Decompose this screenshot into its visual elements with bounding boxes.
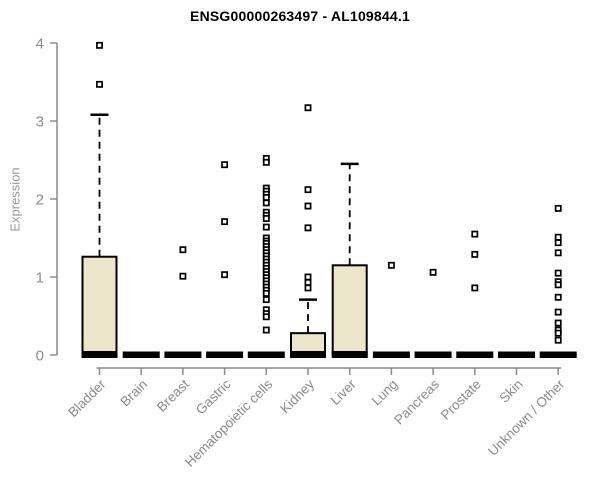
x-tick-label: Breast	[154, 376, 192, 414]
outlier-point	[262, 193, 270, 201]
outlier-point	[471, 250, 479, 258]
y-tick-label: 0	[36, 348, 44, 365]
outlier-point	[179, 272, 187, 280]
x-tick-label: Unknown / Other	[485, 376, 568, 459]
outlier-point	[304, 273, 312, 281]
x-tick-label: Prostate	[438, 377, 484, 423]
outlier-point	[221, 218, 229, 226]
x-tick-label: Lung	[369, 377, 401, 409]
outlier-point	[221, 161, 229, 169]
outlier-point	[554, 308, 562, 316]
x-tick-label: Kidney	[277, 376, 317, 416]
outlier-point	[96, 80, 103, 88]
box	[81, 255, 118, 358]
outlier-point	[262, 223, 270, 231]
y-axis-title: Expression	[7, 167, 23, 232]
box-collapsed	[372, 351, 410, 358]
box-collapsed	[122, 351, 160, 358]
outlier-point	[554, 336, 562, 344]
outlier-point	[304, 186, 312, 194]
outlier-point	[304, 104, 312, 112]
outlier-point	[471, 230, 479, 238]
outlier-point	[554, 269, 562, 277]
x-tick-label: Pancreas	[391, 376, 442, 427]
outlier-point	[221, 271, 229, 279]
outlier-point	[554, 329, 562, 337]
outlier-point	[262, 158, 270, 166]
outlier-point	[429, 268, 437, 276]
box-collapsed	[539, 351, 577, 358]
y-tick-label: 4	[36, 36, 44, 53]
outlier-point	[262, 296, 270, 304]
box	[331, 264, 368, 358]
outlier-point	[304, 202, 312, 210]
x-tick-label: Skin	[496, 377, 525, 406]
outlier-point	[262, 215, 270, 222]
outlier-point	[262, 289, 270, 297]
outlier-point	[554, 249, 562, 257]
box-collapsed	[456, 351, 494, 358]
x-tick-label: Bladder	[65, 376, 109, 420]
box-collapsed	[206, 351, 244, 358]
outlier-point	[387, 261, 395, 269]
chart-title: ENSG00000263497 - AL109844.1	[190, 8, 410, 24]
outlier-point	[96, 41, 103, 49]
y-tick-label: 2	[36, 192, 44, 209]
outlier-point	[304, 279, 312, 286]
outlier-point	[262, 326, 270, 334]
y-tick-label: 3	[36, 114, 44, 131]
x-tick-label: Gastric	[193, 376, 234, 417]
box-collapsed	[498, 351, 535, 358]
x-tick-label: Liver	[328, 376, 360, 408]
outlier-point	[554, 319, 562, 327]
outlier-point	[554, 233, 562, 241]
outlier-point	[471, 284, 479, 292]
outlier-point	[554, 204, 562, 212]
outlier-point	[554, 281, 562, 289]
box-collapsed	[414, 351, 452, 358]
box-collapsed	[164, 351, 202, 358]
outlier-point	[304, 284, 312, 292]
outlier-point	[262, 313, 270, 321]
x-tick-label: Brain	[117, 377, 150, 410]
outlier-point	[554, 293, 562, 301]
outlier-point	[262, 199, 270, 207]
outlier-point	[554, 239, 562, 247]
outlier-point	[304, 224, 312, 232]
box-collapsed	[247, 351, 285, 358]
y-tick-label: 1	[36, 270, 44, 287]
outlier-point	[179, 246, 187, 254]
